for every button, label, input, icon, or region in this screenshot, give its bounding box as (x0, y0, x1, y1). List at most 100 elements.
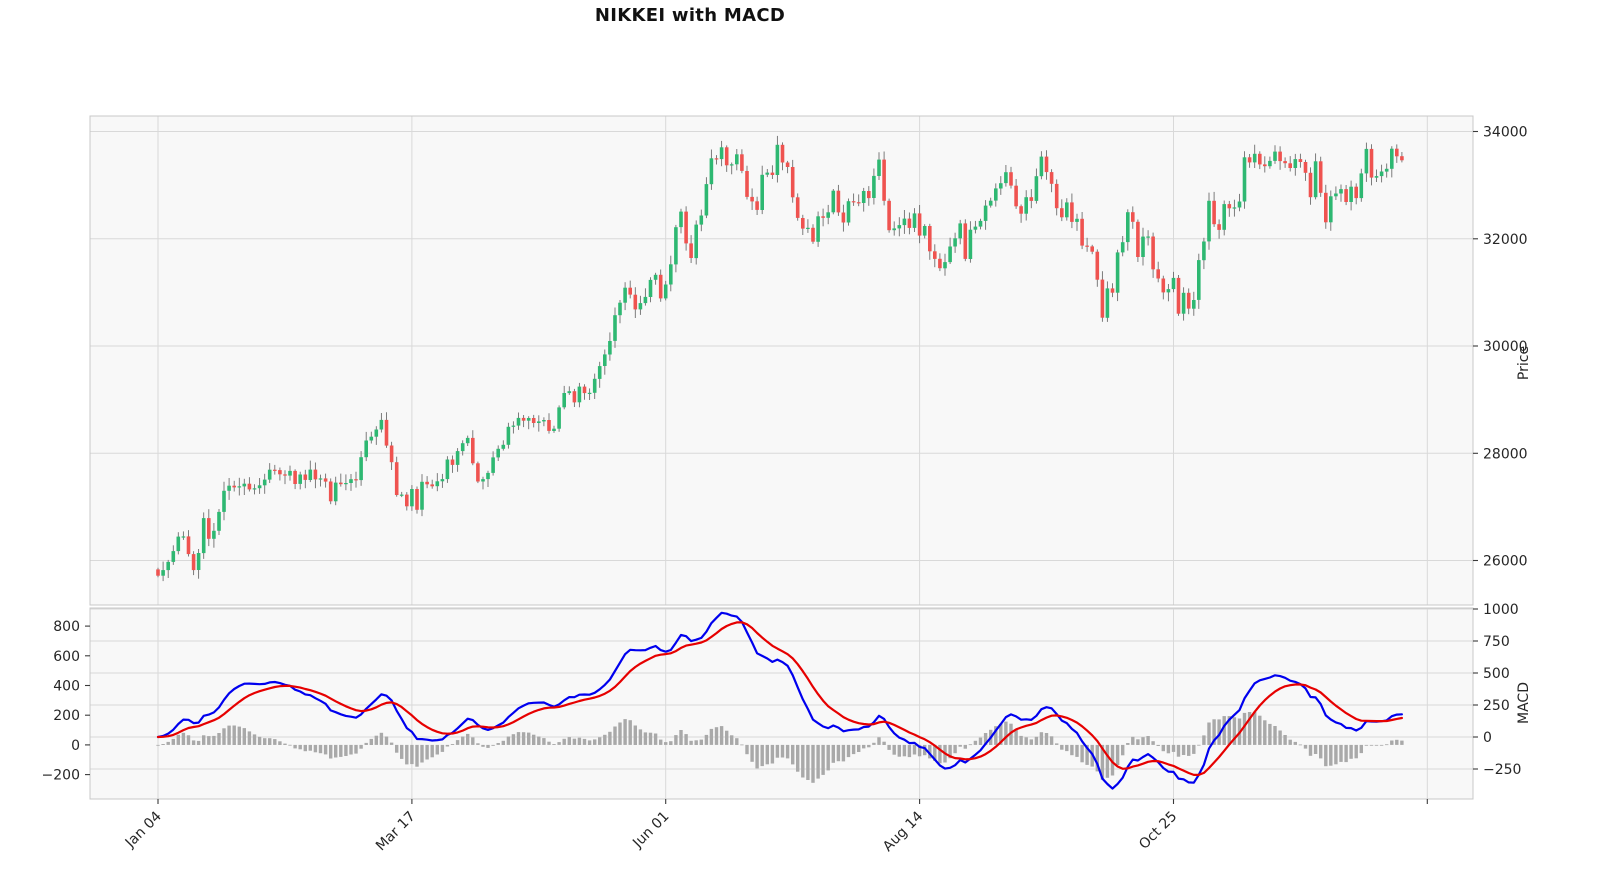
candle-body (1065, 202, 1069, 218)
macd-histogram-bar (1222, 716, 1226, 745)
candle-body (481, 479, 485, 482)
candle-body (1131, 212, 1135, 222)
macd-histogram-bar (466, 733, 470, 745)
candle-body (1126, 212, 1130, 243)
candle-body (1258, 153, 1262, 165)
candle-body (217, 511, 221, 531)
candle-body (1217, 224, 1221, 230)
macd-histogram-bar (593, 739, 597, 745)
macd-histogram-bar (1354, 744, 1358, 759)
macd-histogram-bar (1095, 744, 1099, 772)
macd-histogram-bar (298, 744, 302, 750)
macd-histogram-bar (897, 744, 901, 757)
candle-body (369, 436, 374, 441)
candle-body (1288, 163, 1292, 168)
macd-histogram-bar (613, 726, 617, 745)
macd-histogram-bar (598, 737, 602, 745)
candle-body (1120, 242, 1125, 253)
candle-body (592, 378, 597, 393)
candle-body (1110, 288, 1115, 293)
chart-title: NIKKEI with MACD (594, 5, 786, 26)
macd-histogram-bar (435, 744, 439, 755)
candle-body (339, 482, 343, 485)
candle-body (1044, 156, 1049, 173)
candle-body (790, 167, 795, 198)
candle-body (1207, 200, 1211, 242)
candle-body (892, 228, 896, 231)
candle-body (379, 419, 384, 430)
macd-histogram-bar (933, 744, 937, 761)
candle-body (1318, 161, 1323, 193)
macd-histogram-bar (1319, 744, 1323, 759)
candle-body (1176, 277, 1181, 314)
candle-body (1400, 156, 1404, 161)
macd-histogram-bar (318, 744, 323, 754)
macd-histogram-bar (770, 744, 775, 764)
macd-histogram-bar (440, 744, 445, 752)
macd-histogram-bar (1263, 720, 1267, 745)
candle-body (846, 201, 851, 223)
candle-body (1146, 236, 1150, 238)
macd-histogram-bar (1197, 744, 1201, 746)
price-panel-bg (90, 116, 1473, 605)
candle-body (994, 188, 998, 201)
macd-histogram-bar (867, 744, 871, 748)
macd-histogram-bar (1009, 723, 1013, 745)
candle-body (1222, 204, 1226, 230)
macd-histogram-bar (252, 734, 257, 745)
macd-histogram-bar (796, 744, 800, 772)
candle-body (674, 227, 678, 265)
macd-histogram-bar (1024, 737, 1028, 745)
candle-body (547, 420, 551, 431)
candle-body (1395, 148, 1399, 157)
candle-body (471, 437, 475, 464)
candle-body (1324, 192, 1328, 223)
candle-body (1054, 183, 1059, 209)
candle-body (257, 485, 262, 489)
macd-histogram-bar (740, 744, 744, 746)
macd-histogram-bar (278, 741, 282, 745)
macd-histogram-bar (572, 738, 577, 745)
price-tick-label: 34000 (1483, 125, 1528, 141)
macd-histogram-bar (364, 742, 368, 745)
macd-histogram-bar (344, 744, 348, 756)
candle-body (775, 144, 780, 175)
candle-body (333, 482, 338, 502)
macd-histogram-bar (455, 740, 460, 745)
candle-body (1384, 168, 1389, 172)
macd-histogram-bar (257, 736, 262, 745)
candle-body (1095, 251, 1100, 280)
macd-histogram-bar (851, 744, 856, 755)
candle-body (359, 457, 363, 481)
candle-body (968, 229, 973, 259)
candle-body (582, 386, 587, 394)
macd-histogram-bar (735, 738, 739, 745)
macd-histogram-bar (222, 728, 226, 745)
candle-body (1303, 162, 1308, 173)
macd-histogram-bar (821, 744, 825, 775)
macd-histogram-bar (196, 740, 201, 745)
candle-body (887, 200, 891, 231)
candle-body (389, 445, 394, 463)
macd-histogram-bar (811, 744, 815, 783)
macd-right-tick-label: 0 (1483, 730, 1492, 746)
macd-histogram-bar (1242, 712, 1247, 745)
macd-histogram-bar (694, 740, 698, 745)
candle-body (867, 191, 871, 199)
candle-body (1252, 153, 1257, 163)
candle-body (298, 474, 302, 484)
macd-histogram-bar (587, 740, 592, 745)
macd-left-tick-label: 0 (71, 738, 80, 754)
macd-histogram-bar (785, 744, 790, 759)
candle-body (679, 211, 683, 228)
macd-histogram-bar (1110, 744, 1115, 776)
macd-histogram-bar (1207, 722, 1211, 745)
price-tick-label: 32000 (1483, 232, 1528, 248)
candle-body (176, 536, 181, 552)
macd-histogram-bar (577, 737, 582, 745)
macd-histogram-bar (384, 736, 389, 745)
candle-body (785, 162, 790, 167)
macd-histogram-bar (699, 739, 703, 745)
candle-body (719, 147, 724, 160)
macd-histogram-bar (938, 744, 942, 764)
